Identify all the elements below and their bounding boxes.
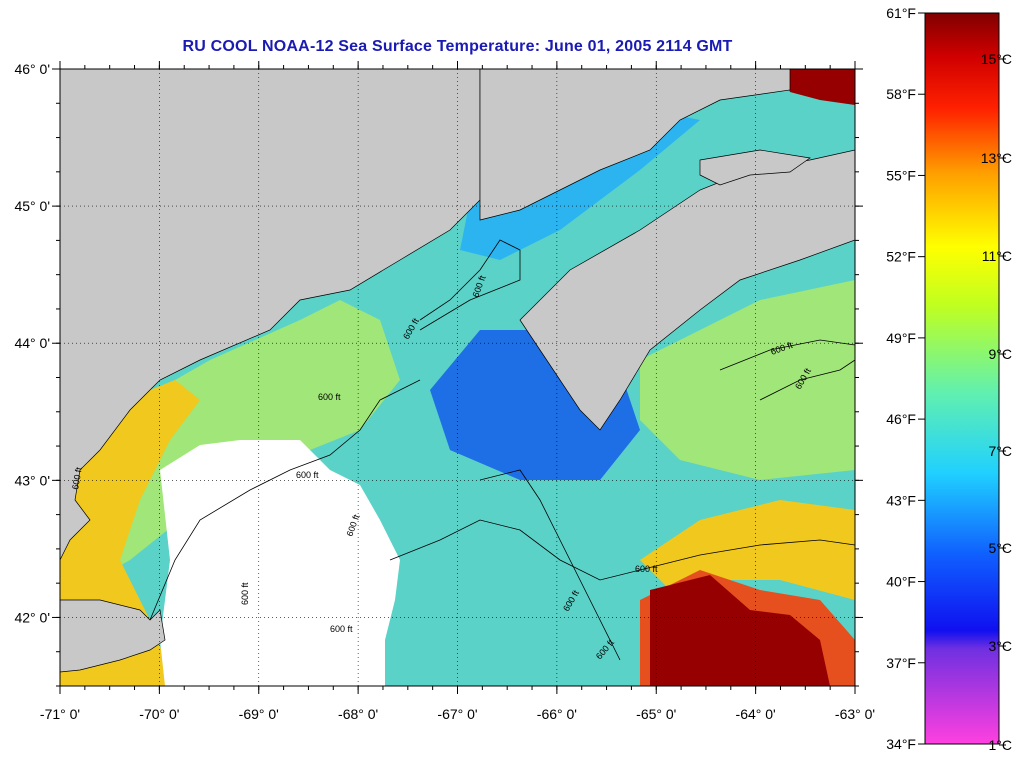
cbar-f-label: 34°F <box>886 736 916 752</box>
cbar-c-label: 1°C <box>989 737 1013 753</box>
contour-label: 600 ft <box>318 392 341 402</box>
lon-tick-label: -68° 0' <box>338 706 378 722</box>
lat-tick-label: 43° 0' <box>14 472 50 488</box>
cbar-c-label: 7°C <box>989 443 1013 459</box>
cbar-f-label: 37°F <box>886 655 916 671</box>
cbar-c-label: 3°C <box>989 638 1013 654</box>
contour-line-center <box>419 239 521 331</box>
cbar-f-label: 55°F <box>886 167 916 183</box>
cloud-mask-area <box>160 440 400 686</box>
bathymetry-contours <box>149 239 855 661</box>
lat-tick-label: 44° 0' <box>14 335 50 351</box>
cbar-c-label: 5°C <box>989 540 1013 556</box>
cbar-f-label: 49°F <box>886 330 916 346</box>
cbar-f-label: 40°F <box>886 574 916 590</box>
colorbar <box>924 12 1000 745</box>
map-title: RU COOL NOAA-12 Sea Surface Temperature:… <box>182 38 733 55</box>
cbar-f-label: 52°F <box>886 249 916 265</box>
contour-line-east <box>719 339 855 401</box>
land-nova-scotia <box>519 149 855 431</box>
lon-tick-label: -66° 0' <box>537 706 577 722</box>
lon-tick-label: -70° 0' <box>139 706 179 722</box>
cbar-f-label: 58°F <box>886 86 916 102</box>
cbar-c-label: 15°C <box>981 51 1012 67</box>
cbar-c-label: 9°C <box>989 346 1013 362</box>
contour-line-shelf <box>479 469 621 661</box>
land-maine-new-england <box>60 69 481 561</box>
contour-line-west <box>149 379 421 621</box>
contour-line-south <box>389 519 855 581</box>
lon-tick-label: -63° 0' <box>835 706 875 722</box>
cbar-c-label: 11°C <box>982 248 1012 264</box>
lon-tick-label: -67° 0' <box>437 706 477 722</box>
lat-tick-label: 46° 0' <box>14 61 50 77</box>
land-new-brunswick <box>479 69 791 221</box>
contour-label: 600 ft <box>240 582 250 605</box>
graticule <box>60 69 855 686</box>
lon-tick-label: -71° 0' <box>40 706 80 722</box>
land-prince-edward-island <box>699 149 811 186</box>
lat-tick-label: 42° 0' <box>14 609 50 625</box>
cbar-f-label: 43°F <box>886 492 916 508</box>
contour-label: 600 ft <box>296 470 319 480</box>
cbar-f-label: 46°F <box>886 411 916 427</box>
sst-hottest-core <box>650 575 830 686</box>
cbar-f-label: 61°F <box>886 5 916 21</box>
contour-label: 600 ft <box>70 466 84 490</box>
axis-ticks: 46° 0' 45° 0' 44° 0' 43° 0' 42° 0' -71° 0' -70… <box>14 61 875 722</box>
contour-label: 600 ft <box>330 624 353 634</box>
lon-tick-label: -69° 0' <box>239 706 279 722</box>
lat-tick-label: 45° 0' <box>14 198 50 214</box>
sst-mild-scotian-shelf <box>640 280 855 480</box>
sst-hot-northeast-corner <box>780 69 855 105</box>
cbar-c-label: 13°C <box>981 150 1012 166</box>
land-cape-cod <box>60 599 166 673</box>
contour-label: 600 ft <box>635 564 658 574</box>
lon-tick-label: -65° 0' <box>636 706 676 722</box>
lon-tick-label: -64° 0' <box>736 706 776 722</box>
colorbar-labels: 61°F 58°F 55°F 52°F 49°F 46°F 43°F 40°F 37°F 34°F… <box>886 5 1012 753</box>
